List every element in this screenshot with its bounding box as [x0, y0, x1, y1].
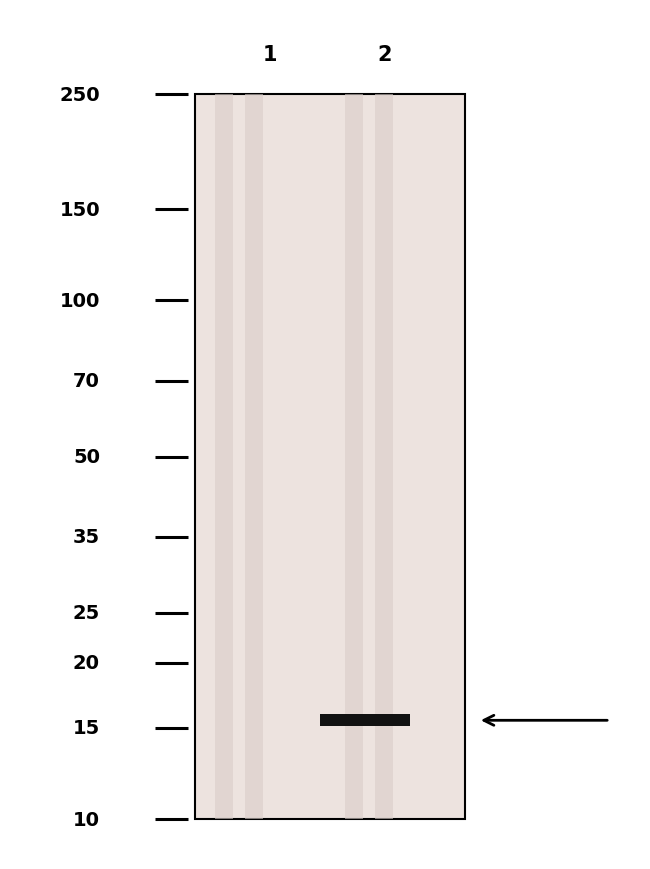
Text: 150: 150 — [59, 201, 100, 219]
Bar — [345, 95, 363, 819]
Text: 1: 1 — [263, 45, 278, 65]
Text: 50: 50 — [73, 448, 100, 467]
Bar — [195, 95, 465, 819]
Text: 10: 10 — [73, 810, 100, 828]
Text: 35: 35 — [73, 527, 100, 547]
Bar — [215, 95, 233, 819]
Text: 2: 2 — [378, 45, 392, 65]
Bar — [375, 95, 393, 819]
Text: 25: 25 — [73, 603, 100, 622]
Text: 20: 20 — [73, 653, 100, 673]
Text: 70: 70 — [73, 372, 100, 391]
Text: 250: 250 — [59, 85, 100, 104]
Bar — [320, 714, 410, 726]
Bar — [245, 95, 263, 819]
Text: 100: 100 — [60, 292, 100, 310]
Text: 15: 15 — [73, 719, 100, 737]
